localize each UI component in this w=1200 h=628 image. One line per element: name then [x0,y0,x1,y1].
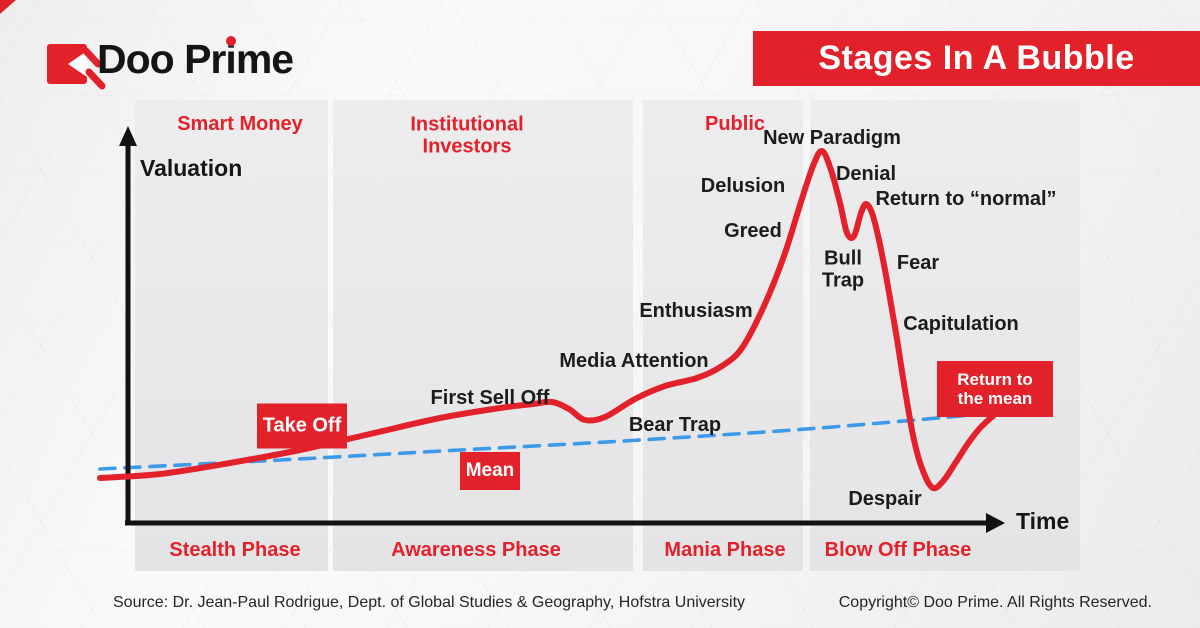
brand-part1: Doo Pr [97,36,226,82]
logo-arrow-icon [47,44,106,90]
phase-label-bottom-blow-off-phase: Blow Off Phase [824,538,972,561]
corner-accent-triangle [0,0,16,14]
x-axis-label: Time [1016,508,1070,534]
badge-take-off: Take Off [257,403,347,449]
phase-label-top-public: Public [704,112,766,135]
badge-mean: Mean [460,452,520,490]
phase-band-3 [643,100,803,571]
curve-annotation-fear: Fear [896,251,940,274]
phase-band-2 [333,100,633,571]
phase-label-bottom-awareness-phase: Awareness Phase [391,538,561,561]
phase-label-bottom-mania-phase: Mania Phase [664,538,786,561]
phase-label-top-institutional-investors: Institutional Investors [410,113,524,158]
curve-annotation-bull-trap: Bull Trap [821,247,865,292]
curve-annotation-bear-trap: Bear Trap [628,413,722,436]
badge-return-to-the-mean: Return to the mean [937,361,1053,417]
phase-label-bottom-stealth-phase: Stealth Phase [169,538,301,561]
y-axis-arrowhead [119,126,137,146]
doo-prime-logo-icon [45,40,107,92]
page-title: Stages In A Bubble [818,39,1135,77]
curve-annotation-greed: Greed [724,219,782,242]
curve-annotation-denial: Denial [835,162,897,185]
curve-annotation-despair: Despair [848,487,922,510]
valuation-curve [97,148,997,492]
title-banner: Stages In A Bubble [753,31,1200,86]
curve-annotation-capitulation: Capitulation [903,312,1019,335]
y-axis-label: Valuation [140,155,243,181]
source-attribution: Source: Dr. Jean-Paul Rodrigue, Dept. of… [113,594,746,611]
curve-annotation-enthusiasm: Enthusiasm [639,299,753,322]
copyright-notice: Copyright© Doo Prime. All Rights Reserve… [838,594,1152,611]
phase-band-1 [135,100,328,571]
phase-label-top-smart-money: Smart Money [177,112,303,135]
brand-name: Doo Prime [97,36,294,83]
curve-annotation-first-sell-off: First Sell Off [430,386,550,409]
curve-annotation-delusion: Delusion [700,174,786,197]
curve-annotation-return-to-normal: Return to “normal” [875,187,1057,210]
brand-part2: me [235,36,294,82]
phase-band-4 [810,100,1080,571]
x-axis-arrowhead [986,513,1005,533]
curve-annotation-media-attention: Media Attention [559,349,709,372]
brand-letter-i: i [225,36,236,82]
curve-annotation-new-paradigm: New Paradigm [763,126,901,149]
